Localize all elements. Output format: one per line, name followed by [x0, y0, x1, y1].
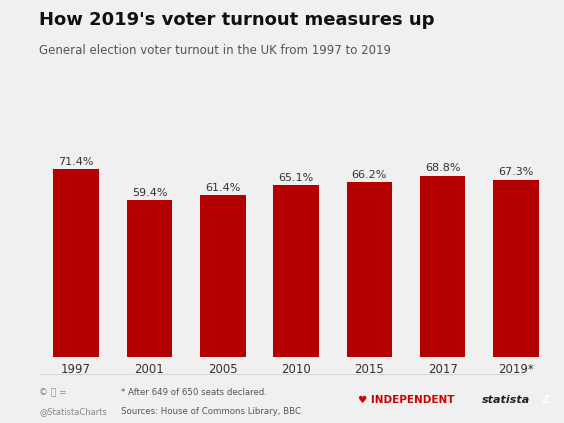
Text: 68.8%: 68.8%	[425, 163, 460, 173]
Text: 65.1%: 65.1%	[279, 173, 314, 183]
Text: How 2019's voter turnout measures up: How 2019's voter turnout measures up	[39, 11, 435, 29]
Text: ♥ INDEPENDENT: ♥ INDEPENDENT	[358, 395, 455, 405]
Text: General election voter turnout in the UK from 1997 to 2019: General election voter turnout in the UK…	[39, 44, 391, 58]
Bar	[54, 169, 99, 357]
Text: 59.4%: 59.4%	[132, 188, 167, 198]
Bar	[127, 201, 172, 357]
Bar	[494, 179, 539, 357]
Text: @StatistaCharts: @StatistaCharts	[39, 407, 107, 416]
Text: Z: Z	[542, 395, 550, 404]
Bar	[200, 195, 245, 357]
Text: © Ⓗ =: © Ⓗ =	[39, 388, 67, 397]
Text: 71.4%: 71.4%	[59, 157, 94, 167]
Text: * After 649 of 650 seats declared.: * After 649 of 650 seats declared.	[121, 388, 267, 397]
Text: statista: statista	[482, 395, 531, 405]
Bar	[420, 176, 465, 357]
Text: 61.4%: 61.4%	[205, 183, 240, 193]
Text: Sources: House of Commons Library, BBC: Sources: House of Commons Library, BBC	[121, 407, 301, 416]
Text: 66.2%: 66.2%	[352, 170, 387, 180]
Text: 67.3%: 67.3%	[499, 168, 534, 177]
Bar	[347, 182, 392, 357]
Bar	[274, 185, 319, 357]
